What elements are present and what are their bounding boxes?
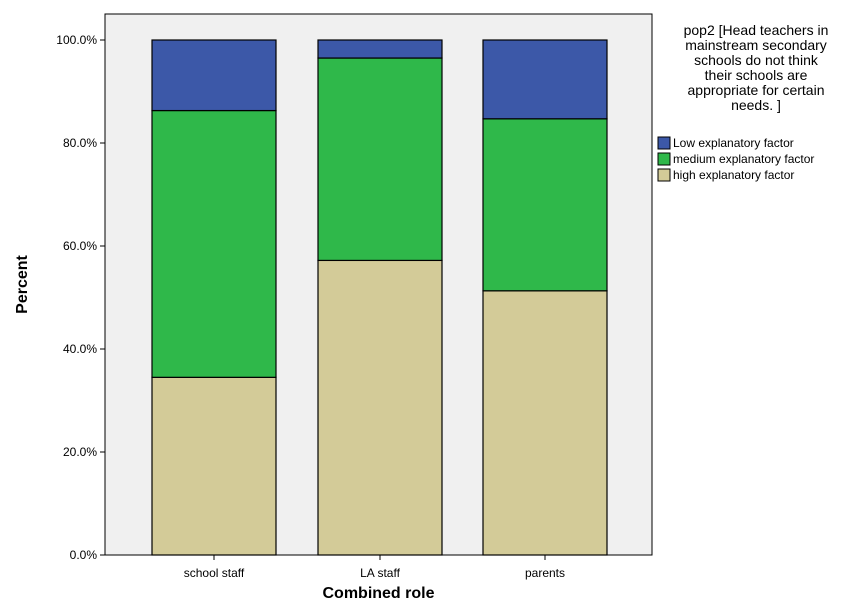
x-axis-title: Combined role	[322, 585, 434, 602]
bar-segment-medium	[317, 57, 443, 262]
legend-label: high explanatory factor	[673, 168, 794, 182]
legend-title-line: appropriate for certain	[688, 82, 825, 98]
y-tick-label: 60.0%	[63, 239, 97, 253]
y-tick-label: 80.0%	[63, 136, 97, 150]
x-tick-label: parents	[525, 566, 565, 580]
legend-label: medium explanatory factor	[673, 152, 814, 166]
x-tick-label: LA staff	[360, 566, 400, 580]
x-axis: school staff LA staff parents	[184, 555, 565, 580]
legend-title-line: schools do not think	[694, 52, 819, 68]
legend-label: Low explanatory factor	[673, 136, 794, 150]
legend-title-line: their schools are	[705, 67, 808, 83]
y-tick-label: 0.0%	[70, 548, 98, 562]
bars	[151, 39, 608, 556]
legend-title-line: pop2 [Head teachers in	[684, 22, 829, 38]
legend-swatch	[657, 152, 671, 166]
bar-segment-high	[482, 290, 608, 556]
bar-segment-low	[151, 39, 277, 112]
bar-stack-LA-staff	[317, 39, 443, 556]
legend-title-line: needs. ]	[731, 97, 781, 113]
y-tick-label: 40.0%	[63, 342, 97, 356]
y-tick-label: 20.0%	[63, 445, 97, 459]
legend-swatch	[657, 168, 671, 182]
bar-segment-high	[317, 259, 443, 556]
bar-segment-medium	[151, 109, 277, 378]
bar-stack-school-staff	[151, 39, 277, 556]
bar-segment-medium	[482, 118, 608, 292]
x-tick-label: school staff	[184, 566, 245, 580]
bar-segment-high	[151, 376, 277, 556]
bar-stack-parents	[482, 39, 608, 556]
y-axis: 0.0% 20.0% 40.0% 60.0% 80.0% 100.0%	[56, 33, 105, 562]
legend-swatch	[657, 136, 671, 150]
bar-segment-low	[317, 39, 443, 59]
y-axis-title: Percent	[14, 254, 31, 313]
legend-title-line: mainstream secondary	[685, 37, 827, 53]
y-tick-label: 100.0%	[56, 33, 97, 47]
bar-segment-low	[482, 39, 608, 120]
